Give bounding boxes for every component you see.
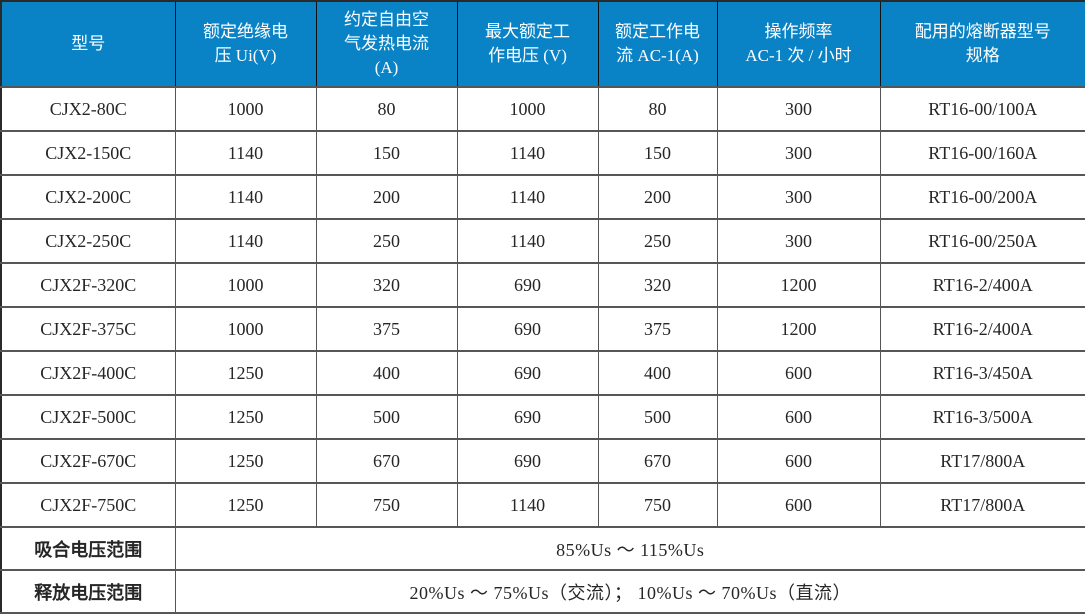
table-cell: 320 — [597, 262, 718, 308]
table-cell: 200 — [315, 174, 458, 220]
table-cell: RT17/800A — [879, 438, 1085, 484]
table-cell: 1140 — [174, 130, 317, 176]
table-row: CJX2-150C 1140 150 1140 150 300 RT16-00/… — [0, 130, 1085, 176]
release-voltage-value: 20%Us ～ 75%Us（交流）； 10%Us ～ 70%Us（直流） — [174, 569, 1085, 614]
table-cell: 600 — [716, 482, 881, 528]
table-row: CJX2F-400C 1250 400 690 400 600 RT16-3/4… — [0, 350, 1085, 396]
table-cell: 600 — [716, 438, 881, 484]
table-cell: 690 — [456, 438, 599, 484]
row-pickup-voltage-range: 吸合电压范围 85%Us ～ 115%Us — [0, 526, 1085, 571]
table-cell: 1200 — [716, 306, 881, 352]
table-cell: 300 — [716, 86, 881, 132]
table-cell: 80 — [315, 86, 458, 132]
table-row: CJX2-200C 1140 200 1140 200 300 RT16-00/… — [0, 174, 1085, 220]
pickup-voltage-label: 吸合电压范围 — [0, 526, 176, 571]
table-cell: RT16-3/450A — [879, 350, 1085, 396]
table-row: CJX2-80C 1000 80 1000 80 300 RT16-00/100… — [0, 86, 1085, 132]
table-row: CJX2-250C 1140 250 1140 250 300 RT16-00/… — [0, 218, 1085, 264]
table-cell: 375 — [315, 306, 458, 352]
table-cell: 500 — [315, 394, 458, 440]
table-cell: 80 — [597, 86, 718, 132]
table-row: CJX2F-375C 1000 375 690 375 1200 RT16-2/… — [0, 306, 1085, 352]
table-row: CJX2F-670C 1250 670 690 670 600 RT17/800… — [0, 438, 1085, 484]
table-cell: 300 — [716, 218, 881, 264]
table-cell: 690 — [456, 350, 599, 396]
table-row: CJX2F-750C 1250 750 1140 750 600 RT17/80… — [0, 482, 1085, 528]
model-cell: CJX2F-320C — [0, 262, 176, 308]
table-cell: 150 — [597, 130, 718, 176]
table-cell: 1250 — [174, 394, 317, 440]
model-cell: CJX2F-750C — [0, 482, 176, 528]
table-cell: RT16-00/160A — [879, 130, 1085, 176]
table-cell: RT17/800A — [879, 482, 1085, 528]
table-cell: 1250 — [174, 482, 317, 528]
model-cell: CJX2-80C — [0, 86, 176, 132]
model-cell: CJX2F-400C — [0, 350, 176, 396]
table-cell: 670 — [597, 438, 718, 484]
col-header-rated-insulation-voltage: 额定绝缘电 压 Ui(V) — [174, 0, 317, 88]
table-cell: 400 — [315, 350, 458, 396]
table-cell: RT16-00/100A — [879, 86, 1085, 132]
table-cell: 1000 — [174, 306, 317, 352]
table-cell: 750 — [597, 482, 718, 528]
table-cell: 750 — [315, 482, 458, 528]
model-cell: CJX2-200C — [0, 174, 176, 220]
table-cell: RT16-3/500A — [879, 394, 1085, 440]
model-cell: CJX2-250C — [0, 218, 176, 264]
table-cell: RT16-2/400A — [879, 306, 1085, 352]
table-cell: 250 — [315, 218, 458, 264]
model-cell: CJX2F-375C — [0, 306, 176, 352]
table-cell: 1250 — [174, 350, 317, 396]
table-cell: 690 — [456, 394, 599, 440]
table-cell: 1000 — [456, 86, 599, 132]
release-voltage-label: 释放电压范围 — [0, 569, 176, 614]
table-cell: 500 — [597, 394, 718, 440]
table-cell: 600 — [716, 394, 881, 440]
table-cell: 1140 — [174, 174, 317, 220]
col-header-conventional-free-air-thermal-current: 约定自由空 气发热电流 (A) — [315, 0, 458, 88]
table-cell: 670 — [315, 438, 458, 484]
table-cell: RT16-00/250A — [879, 218, 1085, 264]
model-cell: CJX2F-500C — [0, 394, 176, 440]
table-row: CJX2F-320C 1000 320 690 320 1200 RT16-2/… — [0, 262, 1085, 308]
table-cell: 1140 — [456, 482, 599, 528]
row-release-voltage-range: 释放电压范围 20%Us ～ 75%Us（交流）； 10%Us ～ 70%Us（… — [0, 569, 1085, 614]
table-cell: 250 — [597, 218, 718, 264]
table-cell: 1000 — [174, 262, 317, 308]
table-cell: 375 — [597, 306, 718, 352]
table-cell: 600 — [716, 350, 881, 396]
table-cell: RT16-2/400A — [879, 262, 1085, 308]
table-header-row: 型号 额定绝缘电 压 Ui(V) 约定自由空 气发热电流 (A) 最大额定工 作… — [0, 0, 1085, 88]
table-cell: 1250 — [174, 438, 317, 484]
table-row: CJX2F-500C 1250 500 690 500 600 RT16-3/5… — [0, 394, 1085, 440]
col-header-max-rated-operating-voltage: 最大额定工 作电压 (V) — [456, 0, 599, 88]
col-header-model: 型号 — [0, 0, 176, 88]
col-header-fuse-model-spec: 配用的熔断器型号 规格 — [879, 0, 1085, 88]
table-cell: 200 — [597, 174, 718, 220]
table-cell: 1140 — [174, 218, 317, 264]
model-cell: CJX2-150C — [0, 130, 176, 176]
table-cell: 690 — [456, 262, 599, 308]
pickup-voltage-value: 85%Us ～ 115%Us — [174, 526, 1085, 571]
table-cell: 400 — [597, 350, 718, 396]
table-cell: RT16-00/200A — [879, 174, 1085, 220]
table-cell: 1140 — [456, 174, 599, 220]
table-cell: 320 — [315, 262, 458, 308]
col-header-rated-operating-current-ac1: 额定工作电 流 AC-1(A) — [597, 0, 718, 88]
table-cell: 1200 — [716, 262, 881, 308]
table-cell: 300 — [716, 174, 881, 220]
table-cell: 1140 — [456, 218, 599, 264]
model-cell: CJX2F-670C — [0, 438, 176, 484]
table-cell: 1000 — [174, 86, 317, 132]
table-cell: 690 — [456, 306, 599, 352]
table-cell: 150 — [315, 130, 458, 176]
table-cell: 300 — [716, 130, 881, 176]
table-cell: 1140 — [456, 130, 599, 176]
col-header-operating-frequency: 操作频率 AC-1 次 / 小时 — [716, 0, 881, 88]
